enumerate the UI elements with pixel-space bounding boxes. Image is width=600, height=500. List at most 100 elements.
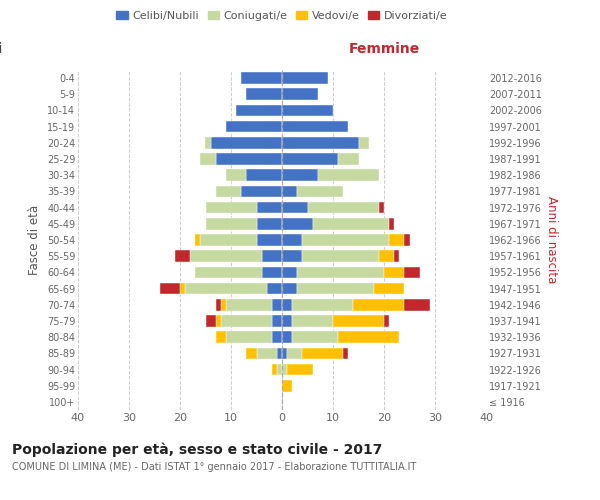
Bar [267, 282, 282, 294]
Bar [221, 299, 226, 310]
Bar [272, 315, 282, 327]
Text: Femmine: Femmine [349, 42, 419, 56]
Bar [308, 202, 379, 213]
Bar [206, 137, 211, 148]
Bar [226, 121, 282, 132]
Y-axis label: Anni di nascita: Anni di nascita [545, 196, 559, 284]
Bar [282, 332, 292, 343]
Bar [287, 364, 313, 376]
Bar [333, 315, 384, 327]
Text: Maschi: Maschi [0, 42, 3, 56]
Bar [282, 380, 292, 392]
Bar [302, 234, 389, 246]
Bar [282, 315, 292, 327]
Bar [206, 315, 216, 327]
Bar [216, 153, 282, 165]
Bar [196, 266, 262, 278]
Bar [226, 170, 247, 181]
Bar [338, 153, 359, 165]
Bar [247, 348, 257, 359]
Bar [257, 234, 282, 246]
Bar [257, 348, 277, 359]
Bar [282, 72, 328, 84]
Bar [272, 299, 282, 310]
Bar [298, 186, 343, 198]
Bar [343, 348, 349, 359]
Bar [257, 202, 282, 213]
Bar [353, 299, 404, 310]
Bar [200, 153, 216, 165]
Bar [282, 282, 298, 294]
Bar [292, 315, 333, 327]
Bar [394, 250, 400, 262]
Bar [302, 348, 343, 359]
Bar [196, 234, 200, 246]
Legend: Celibi/Nubili, Coniugati/e, Vedovi/e, Divorziati/e: Celibi/Nubili, Coniugati/e, Vedovi/e, Di… [116, 10, 448, 20]
Bar [185, 282, 267, 294]
Bar [359, 137, 369, 148]
Bar [282, 186, 298, 198]
Bar [282, 121, 349, 132]
Bar [384, 266, 404, 278]
Bar [404, 266, 420, 278]
Bar [292, 332, 338, 343]
Bar [379, 250, 394, 262]
Bar [374, 282, 404, 294]
Bar [282, 104, 333, 117]
Bar [216, 332, 226, 343]
Bar [241, 72, 282, 84]
Bar [318, 170, 379, 181]
Bar [282, 266, 298, 278]
Bar [404, 234, 410, 246]
Bar [272, 332, 282, 343]
Bar [384, 315, 389, 327]
Bar [404, 299, 430, 310]
Bar [277, 364, 282, 376]
Bar [257, 218, 282, 230]
Bar [379, 202, 384, 213]
Bar [282, 299, 292, 310]
Bar [175, 250, 190, 262]
Bar [216, 299, 221, 310]
Bar [226, 332, 272, 343]
Bar [313, 218, 389, 230]
Bar [389, 234, 404, 246]
Bar [282, 348, 287, 359]
Bar [298, 266, 384, 278]
Bar [282, 170, 318, 181]
Text: Popolazione per età, sesso e stato civile - 2017: Popolazione per età, sesso e stato civil… [12, 442, 382, 457]
Bar [282, 364, 287, 376]
Bar [282, 137, 359, 148]
Bar [160, 282, 180, 294]
Bar [247, 170, 282, 181]
Bar [292, 299, 353, 310]
Bar [282, 250, 302, 262]
Bar [221, 315, 272, 327]
Bar [262, 266, 282, 278]
Bar [247, 88, 282, 100]
Bar [298, 282, 374, 294]
Bar [236, 104, 282, 117]
Bar [262, 250, 282, 262]
Bar [302, 250, 379, 262]
Bar [226, 299, 272, 310]
Bar [272, 364, 277, 376]
Bar [389, 218, 394, 230]
Bar [211, 137, 282, 148]
Bar [282, 153, 338, 165]
Bar [200, 234, 257, 246]
Bar [216, 315, 221, 327]
Bar [282, 88, 318, 100]
Bar [338, 332, 400, 343]
Text: COMUNE DI LIMINA (ME) - Dati ISTAT 1° gennaio 2017 - Elaborazione TUTTITALIA.IT: COMUNE DI LIMINA (ME) - Dati ISTAT 1° ge… [12, 462, 416, 472]
Bar [282, 202, 308, 213]
Bar [282, 234, 302, 246]
Bar [180, 282, 185, 294]
Bar [287, 348, 302, 359]
Bar [241, 186, 282, 198]
Bar [282, 218, 313, 230]
Y-axis label: Fasce di età: Fasce di età [28, 205, 41, 275]
Bar [206, 218, 257, 230]
Bar [216, 186, 241, 198]
Bar [206, 202, 257, 213]
